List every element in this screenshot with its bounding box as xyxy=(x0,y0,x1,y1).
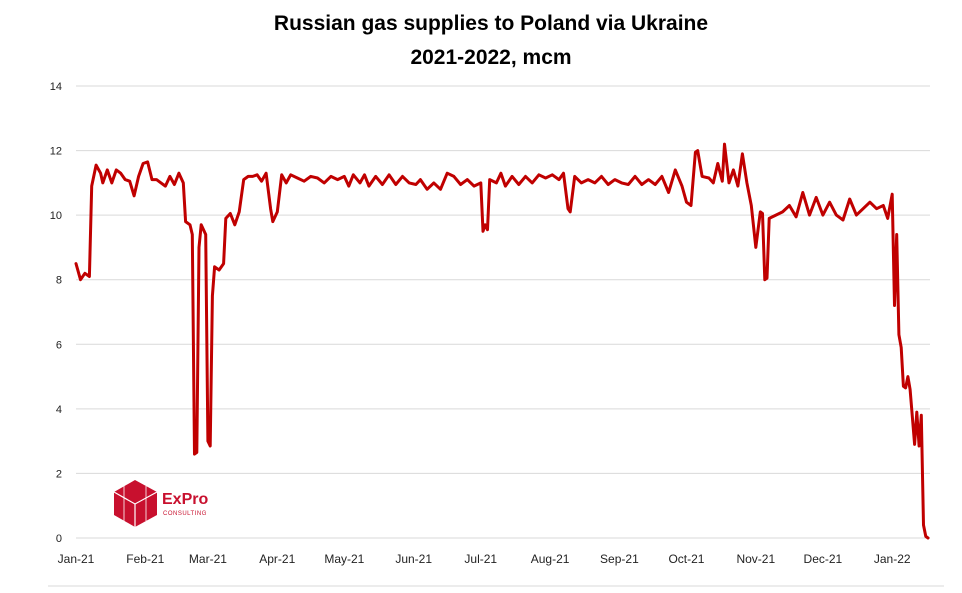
x-tick-label: Oct-21 xyxy=(668,552,704,566)
gridlines xyxy=(76,85,930,539)
series-line-0 xyxy=(74,142,930,540)
expro-logo: ExPro CONSULTING xyxy=(113,480,208,527)
y-tick-label: 8 xyxy=(56,275,62,287)
x-tick-label: Jan-22 xyxy=(874,552,911,566)
x-tick-label: Sep-21 xyxy=(600,552,639,566)
x-axis-tick-labels: Jan-21 Feb-21 Mar-21 Apr-21 May-21 Jun-21 Jul-… xyxy=(58,552,911,566)
y-tick-label: 12 xyxy=(50,146,62,158)
x-tick-label: Apr-21 xyxy=(259,552,295,566)
chart-title-line1: Russian gas supplies to Poland via Ukrai… xyxy=(274,12,708,35)
y-tick-label: 6 xyxy=(56,339,62,351)
x-tick-label: Jul-21 xyxy=(464,552,497,566)
x-tick-label: Mar-21 xyxy=(189,552,227,566)
x-tick-label: Aug-21 xyxy=(531,552,570,566)
expro-logo-name: ExPro xyxy=(162,491,208,508)
x-tick-label: Dec-21 xyxy=(804,552,843,566)
y-tick-label: 2 xyxy=(56,468,62,480)
x-tick-label: Jan-21 xyxy=(58,552,95,566)
series-layer xyxy=(74,142,930,540)
x-tick-label: Nov-21 xyxy=(736,552,775,566)
x-tick-label: Feb-21 xyxy=(126,552,164,566)
y-axis-tick-labels: 0 2 4 6 8 10 12 14 xyxy=(50,81,62,545)
x-tick-label: May-21 xyxy=(324,552,364,566)
chart-title-line2: 2021-2022, mcm xyxy=(410,46,571,69)
y-tick-label: 0 xyxy=(56,533,62,545)
y-tick-label: 4 xyxy=(56,404,62,416)
expro-logo-subtitle: CONSULTING xyxy=(163,511,207,517)
y-tick-label: 10 xyxy=(50,210,62,222)
x-tick-label: Jun-21 xyxy=(395,552,432,566)
y-tick-label: 14 xyxy=(50,81,62,93)
